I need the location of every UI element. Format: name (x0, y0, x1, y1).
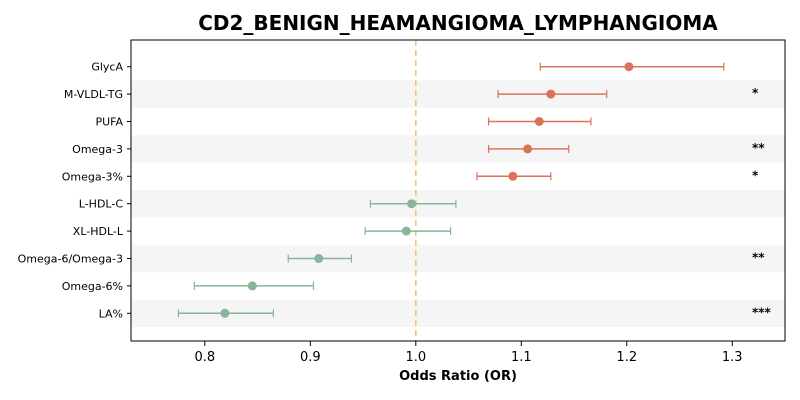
y-tick-label: LA% (99, 307, 123, 320)
estimate-l-hdl-c (369, 199, 457, 209)
or-point (523, 144, 533, 154)
y-tick-label: PUFA (95, 116, 123, 129)
x-tick-label: 1.2 (616, 350, 637, 365)
x-tick-label: 1.3 (722, 350, 743, 365)
significance-label: *** (752, 305, 772, 319)
significance-labels: ********* (752, 86, 772, 319)
y-tick-label: L-HDL-C (79, 198, 124, 211)
row-band (131, 135, 785, 163)
y-tick-label: GlycA (91, 61, 123, 74)
y-tick-label: Omega-3 (72, 143, 123, 156)
significance-label: ** (752, 141, 765, 155)
or-point (508, 171, 518, 181)
significance-label: ** (752, 251, 765, 265)
y-tick-label: Omega-6/Omega-3 (18, 253, 123, 266)
y-tick-label: Omega-3% (62, 170, 123, 183)
estimate-pufa (487, 117, 592, 126)
row-band (131, 80, 785, 108)
y-axis-labels: GlycA M-VLDL-TG PUFA Omega-3 Omega-3% L-HDL-C… (18, 61, 131, 320)
or-point (534, 117, 544, 126)
estimate-omega-3 (487, 144, 570, 154)
or-point (624, 62, 634, 72)
or-point (401, 226, 411, 236)
y-tick-label: XL-HDL-L (73, 225, 124, 238)
or-point (220, 308, 230, 318)
significance-label: * (752, 168, 759, 182)
row-band (131, 244, 785, 273)
chart-marks (177, 62, 725, 318)
x-axis-ticks: 0.8 0.9 1.0 1.1 1.2 1.3 (194, 341, 743, 365)
or-point (546, 89, 556, 99)
chart-title: CD2_BENIGN_HEAMANGIOMA_LYMPHANGIOMA (198, 11, 718, 35)
y-tick-label: M-VLDL-TG (64, 88, 123, 101)
or-point (314, 254, 324, 263)
or-point (407, 199, 417, 209)
significance-label: * (752, 86, 759, 100)
x-tick-label: 0.8 (194, 350, 215, 365)
estimate-la- (177, 308, 275, 318)
estimate-glyca (539, 62, 725, 72)
x-tick-label: 1.1 (511, 350, 532, 365)
estimate-omega-6-omega-3 (287, 254, 353, 263)
estimate-xl-hdl-l (364, 226, 452, 236)
row-band (131, 190, 785, 218)
estimate-omega-6- (193, 281, 315, 291)
or-point (247, 281, 257, 291)
estimate-m-vldl-tg (497, 89, 608, 99)
plot-frame (130, 39, 786, 342)
estimate-omega-3- (476, 171, 552, 181)
x-tick-label: 0.9 (300, 350, 321, 365)
x-axis-label: Odds Ratio (OR) (399, 369, 517, 384)
y-tick-label: Omega-6% (62, 280, 123, 293)
x-tick-label: 1.0 (405, 350, 426, 365)
row-bands (131, 80, 785, 327)
